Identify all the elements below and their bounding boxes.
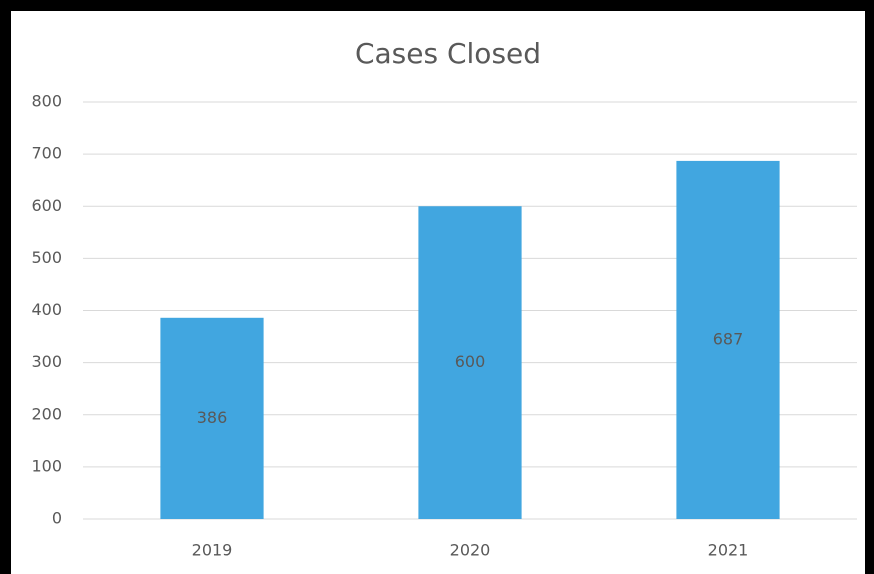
data-label: 687 <box>713 329 744 348</box>
y-tick-label: 600 <box>31 196 62 215</box>
y-tick-label: 200 <box>31 404 62 423</box>
bar <box>676 160 780 519</box>
y-tick-label: 0 <box>52 509 62 528</box>
bar <box>160 317 264 519</box>
bar <box>418 206 522 519</box>
x-tick-label: 2021 <box>708 541 749 560</box>
x-tick-label: 2020 <box>450 541 491 560</box>
y-tick-label: 700 <box>31 144 62 163</box>
x-tick-label: 2019 <box>192 541 233 560</box>
y-tick-label: 100 <box>31 456 62 475</box>
data-label: 386 <box>197 408 228 427</box>
y-tick-label: 300 <box>31 352 62 371</box>
data-label: 600 <box>455 352 486 371</box>
y-tick-label: 500 <box>31 248 62 267</box>
y-tick-label: 400 <box>31 300 62 319</box>
y-tick-label: 800 <box>31 92 62 111</box>
chart-title: Cases Closed <box>355 37 541 70</box>
